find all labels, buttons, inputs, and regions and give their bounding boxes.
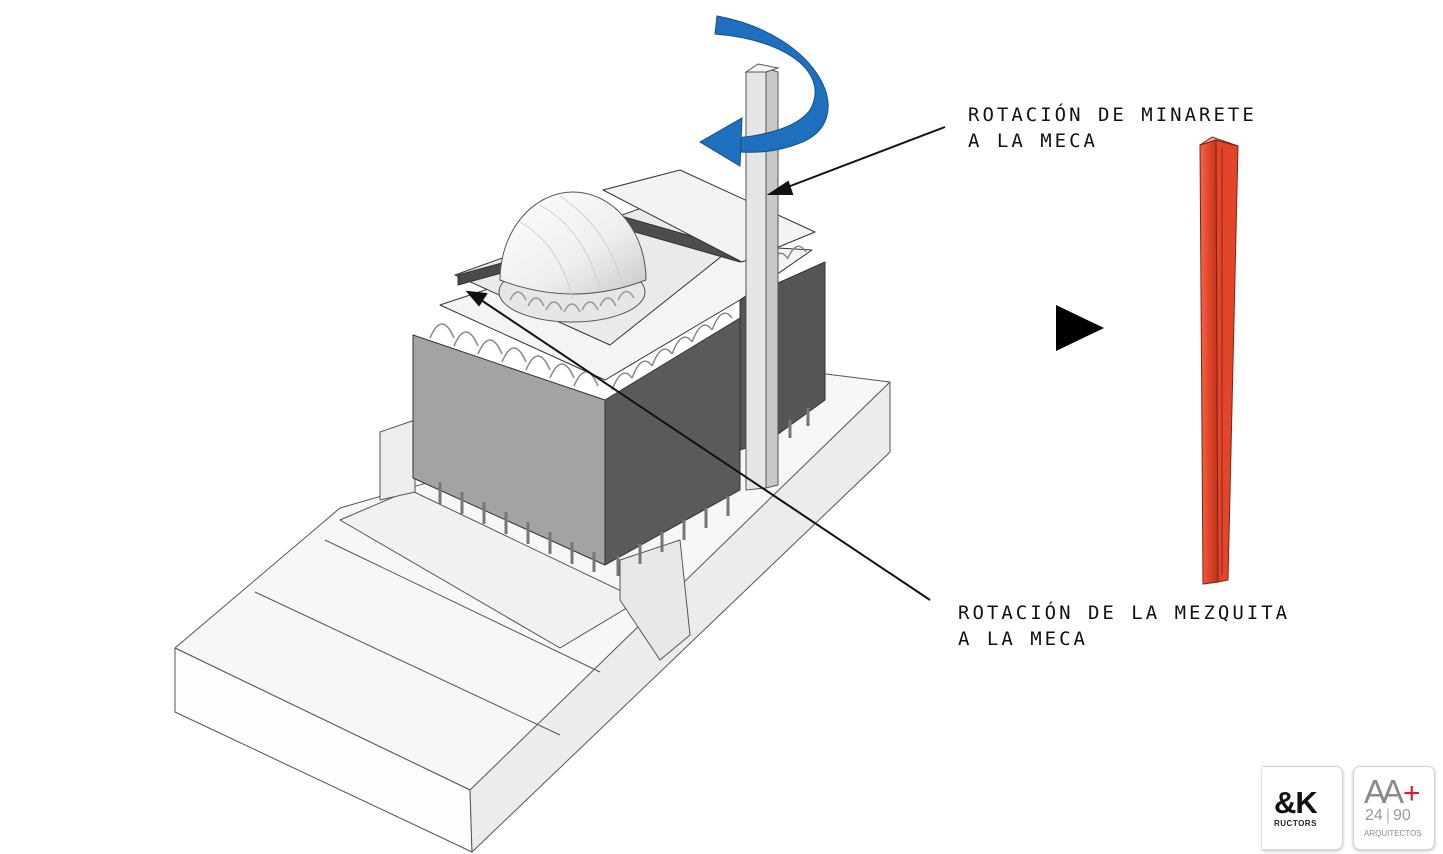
architects-logo-num-left: 24	[1365, 807, 1383, 824]
red-minaret-top	[1199, 136, 1239, 147]
mosque-pointer-arrowhead	[465, 290, 488, 307]
constructors-logo-mark: &K	[1274, 785, 1318, 820]
arcade-left	[429, 323, 599, 387]
curved-rotation-arrow-icon	[699, 15, 829, 167]
mosque-annotation-line1: ROTACIÓN DE LA MEZQUITA	[958, 602, 1291, 624]
rotated-minaret-red	[1199, 136, 1239, 585]
dome-cupola	[499, 191, 647, 295]
architects-logo-sub: ARQUITECTOS	[1364, 829, 1422, 838]
architects-logo-letters: AA	[1364, 773, 1404, 810]
play-triangle-icon	[1056, 305, 1104, 351]
red-minaret-front	[1199, 139, 1219, 585]
mosque-pointer-line	[477, 297, 931, 601]
constructors-logo-sub: RUCTORS	[1274, 819, 1317, 828]
minaret-top	[744, 63, 780, 73]
minaret-side-face	[765, 67, 779, 489]
platform-step-line	[254, 591, 561, 736]
platform-step-line-2	[324, 539, 601, 673]
minaret-annotation-line1: ROTACIÓN DE MINARETE	[968, 104, 1257, 126]
minaret	[744, 63, 780, 491]
mosque-annotation: ROTACIÓN DE LA MEZQUITA A LA MECA	[958, 600, 1290, 652]
dome	[498, 191, 647, 323]
hall-right-face	[604, 317, 741, 566]
constructors-logo[interactable]: &K RUCTORS	[1262, 766, 1343, 850]
architects-logo[interactable]: AA + 24 | 90 ARQUITECTOS	[1353, 766, 1435, 850]
red-minaret-side	[1215, 139, 1239, 583]
architects-logo-plus: +	[1403, 777, 1421, 810]
dome-drum-arches	[509, 290, 635, 313]
minaret-pointer-line	[784, 126, 946, 189]
leader-lines	[465, 126, 946, 601]
minaret-pointer-arrowhead	[766, 180, 794, 195]
minaret-annotation: ROTACIÓN DE MINARETE A LA MECA	[968, 102, 1257, 154]
architects-logo-num-right: 90	[1392, 807, 1411, 824]
architects-logo-mark: AA +	[1364, 773, 1421, 811]
rotation-arrow-head	[699, 117, 743, 167]
architects-logo-numbers: 24 | 90	[1365, 807, 1411, 824]
mosque-annotation-line2: A LA MECA	[958, 628, 1088, 650]
minaret-front-face	[745, 67, 767, 491]
side-annex	[619, 539, 691, 661]
entrance-wall	[379, 419, 416, 501]
colonnade-left	[438, 482, 596, 572]
minaret-annotation-line2: A LA MECA	[968, 130, 1098, 152]
